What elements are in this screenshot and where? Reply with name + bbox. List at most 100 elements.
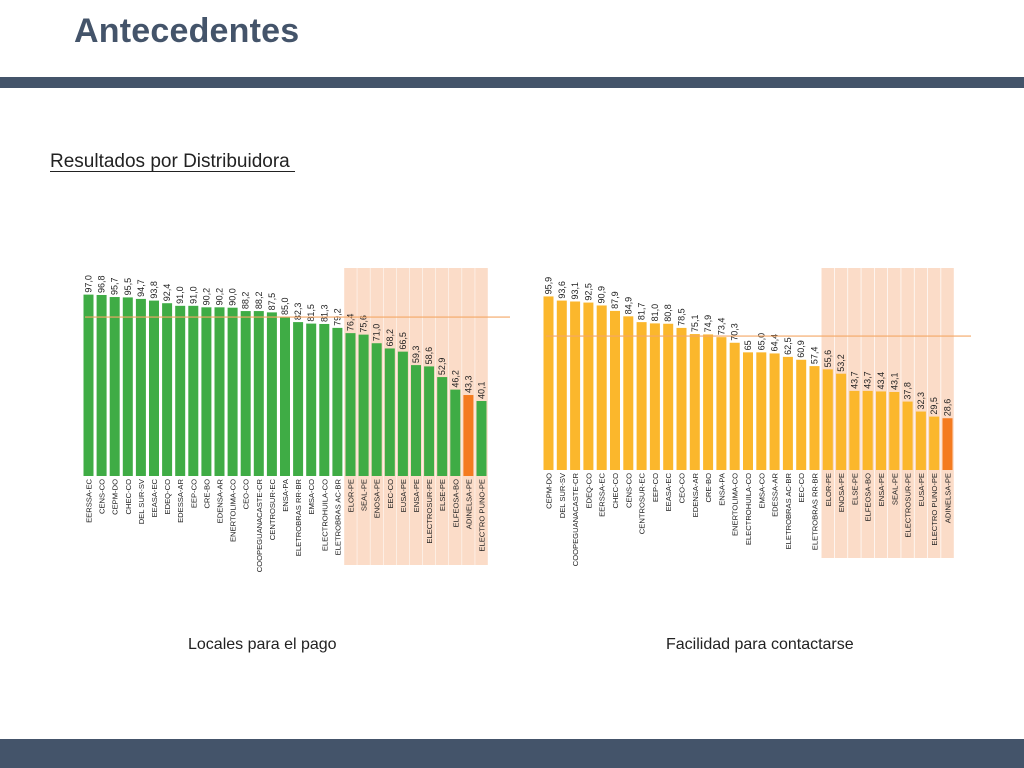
category-label: ENOSA-PE — [373, 479, 382, 518]
category-label: ENERTOLIMA-CO — [229, 479, 238, 542]
category-label: ELECTROHUILA-CO — [320, 479, 329, 551]
category-label: ENSA-PE — [412, 479, 421, 512]
bar-value-label: 62,5 — [783, 337, 793, 355]
category-label: ELOR-PE — [347, 479, 356, 512]
category-label: CEPM-DO — [545, 473, 554, 509]
bar-value-label: 58,6 — [424, 347, 434, 365]
category-label: COOPEGUANACASTE-CR — [255, 478, 264, 572]
category-label: EEASA-EC — [150, 478, 159, 517]
bar — [424, 366, 435, 476]
category-label: ELECTROSUR-PE — [904, 473, 913, 538]
category-label: ENSA-PA — [281, 478, 290, 512]
bar-value-label: 46,2 — [450, 370, 460, 388]
bar — [796, 359, 807, 470]
bar — [570, 301, 581, 470]
bar — [384, 348, 395, 476]
bar — [149, 300, 159, 476]
highlight-band — [941, 268, 954, 558]
bar-value-label: 90,0 — [228, 288, 238, 306]
title-divider-bar — [0, 77, 1024, 88]
bar-value-label: 59,3 — [411, 346, 421, 364]
bar — [122, 297, 133, 476]
category-label: SEAL-PE — [890, 473, 899, 505]
category-label: COOPEGUANACASTE-CR — [571, 472, 580, 566]
chart-caption-left: Locales para el pago — [188, 636, 337, 653]
category-label: EDENSA-AR — [216, 478, 225, 523]
bar-value-label: 37,8 — [903, 382, 913, 400]
category-label: CEO-CO — [678, 473, 687, 503]
category-label: ELSE-PE — [438, 479, 447, 511]
bar-value-label: 87,9 — [610, 291, 620, 309]
bar-value-label: 76,4 — [346, 314, 356, 332]
bar — [729, 342, 740, 470]
category-label: EERSSA-EC — [85, 478, 94, 522]
bar-value-label: 90,9 — [597, 286, 607, 304]
bar — [716, 337, 727, 470]
bar — [411, 365, 421, 476]
bar-value-label: 78,5 — [677, 308, 687, 326]
category-label: CRE-BO — [704, 473, 713, 503]
bar — [809, 366, 820, 470]
bar-value-label: 65 — [743, 340, 753, 350]
bar-value-label: 84,9 — [623, 297, 633, 315]
bar — [83, 294, 94, 476]
bar-value-label: 65,0 — [756, 333, 766, 351]
bar-value-label: 43,4 — [876, 372, 886, 390]
bar-value-label: 75,6 — [359, 315, 369, 333]
bar — [96, 294, 107, 476]
category-label: EMSA-CO — [307, 479, 316, 515]
category-label: EDEQ-CO — [584, 473, 593, 509]
category-label: ENSA-PE — [877, 473, 886, 506]
bar — [463, 395, 474, 476]
bar-value-label: 81,3 — [319, 304, 329, 322]
bar — [227, 307, 238, 476]
category-label: ELETROBRAS AC-BR — [333, 478, 342, 555]
bar-value-label: 97,0 — [84, 275, 94, 293]
category-label: CRE-BO — [202, 479, 211, 509]
category-label: EDENSA-AR — [691, 472, 700, 517]
bar-value-label: 32,3 — [916, 392, 926, 410]
bar-value-label: 90,2 — [201, 288, 211, 306]
bar-value-label: 71,0 — [372, 324, 382, 342]
bar-value-label: 70,3 — [730, 323, 740, 341]
bar-value-label: 43,3 — [463, 375, 473, 393]
category-label: ELETROBRAS AC-BR — [784, 472, 793, 549]
bar-value-label: 95,9 — [544, 277, 554, 295]
category-label: DEL SUR-SV — [137, 478, 146, 524]
bar — [822, 369, 833, 470]
category-label: EMSA-CO — [757, 473, 766, 509]
bar — [583, 302, 594, 470]
bar-value-label: 96,8 — [97, 275, 107, 293]
bar-value-label: 81,0 — [650, 304, 660, 322]
bar-value-label: 90,2 — [215, 288, 225, 306]
category-label: CHEC-CO — [124, 479, 133, 515]
bar — [556, 300, 567, 470]
slide-title: Antecedentes — [74, 12, 300, 50]
bar-value-label: 87,5 — [267, 293, 277, 311]
category-label: ELOR-PE — [824, 473, 833, 506]
bar — [266, 312, 277, 476]
category-label: ELETROBRAS RR-BR — [811, 472, 820, 550]
bar-value-label: 73,4 — [716, 318, 726, 336]
bar — [175, 305, 186, 476]
bar-value-label: 80,8 — [663, 304, 673, 322]
bar — [782, 356, 793, 470]
bar — [437, 377, 448, 476]
bar — [397, 351, 408, 476]
category-label: ADINELSA-PE — [944, 473, 953, 523]
bar — [929, 416, 940, 470]
category-label: ELECTROHUILA-CO — [744, 473, 753, 545]
bar-value-label: 64,4 — [770, 334, 780, 352]
bar — [889, 391, 900, 470]
bar-value-label: 95,5 — [123, 278, 133, 296]
bar — [596, 305, 607, 470]
bar — [345, 333, 356, 476]
bar — [450, 389, 461, 476]
bar — [862, 390, 873, 470]
category-label: CHEC-CO — [611, 473, 620, 509]
category-label: CEPM-DO — [111, 479, 120, 515]
category-label: ELECTROSUR-PE — [425, 479, 434, 544]
bar-value-label: 68,2 — [385, 329, 395, 347]
category-label: ELFEOSA-BO — [451, 479, 460, 528]
category-label: CENTROSUR-EC — [638, 472, 647, 534]
